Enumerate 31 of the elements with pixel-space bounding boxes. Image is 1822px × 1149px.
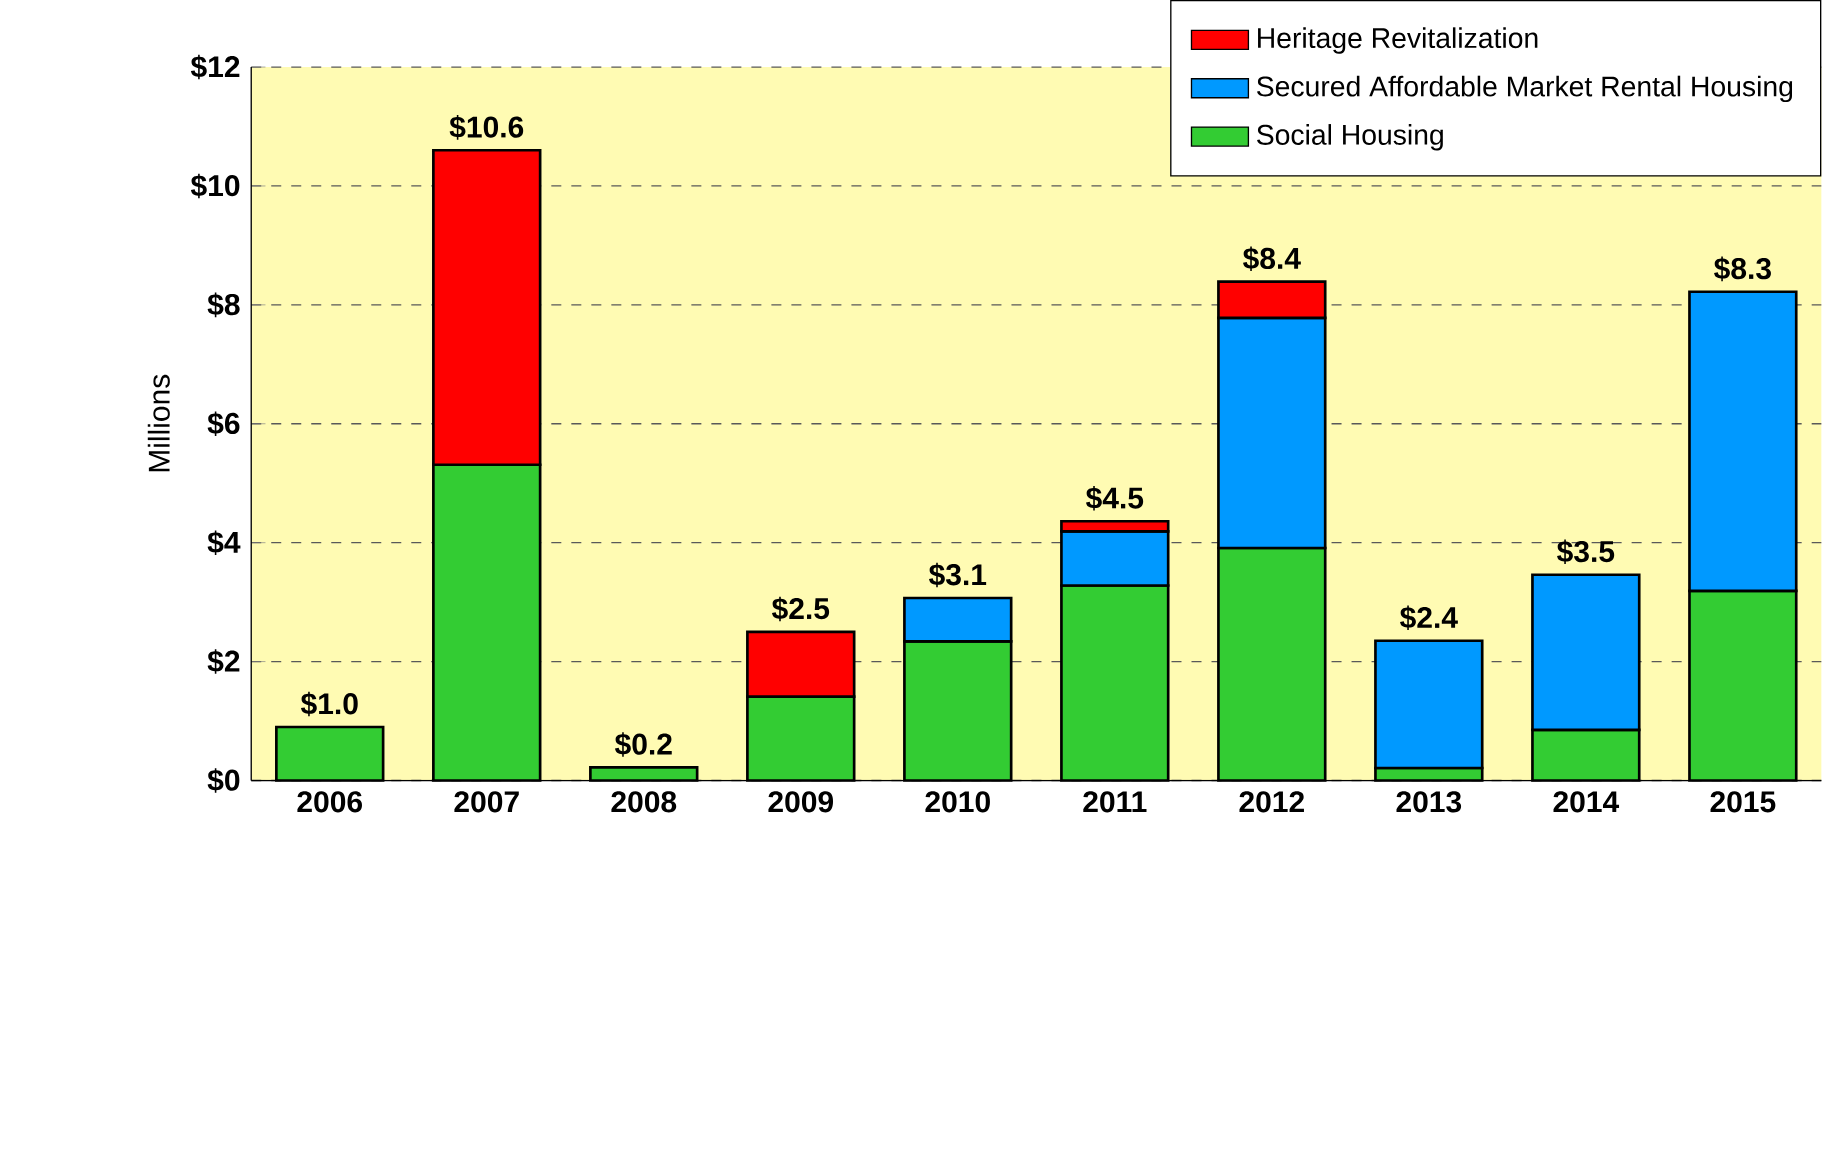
x-tick-label: 2013 <box>1396 791 1462 813</box>
x-tick-label: 2008 <box>611 791 677 813</box>
x-tick-label: 2006 <box>297 791 362 813</box>
x-tick-label: 2007 <box>454 791 519 813</box>
total-label: $3.5 <box>1557 539 1615 565</box>
y-tick-label: $8 <box>207 292 240 318</box>
x-tick-label: 2009 <box>768 791 834 813</box>
y-tick-label: $10 <box>190 173 240 199</box>
legend-label: Social Housing <box>1257 124 1443 151</box>
y-tick-label: $6 <box>207 411 240 436</box>
y-tick-label: $0 <box>207 768 240 793</box>
y-tick-label: $12 <box>190 54 240 80</box>
total-label: $3.1 <box>929 562 987 588</box>
total-label: $4.5 <box>1086 486 1144 511</box>
y-tick-label: $4 <box>207 530 241 555</box>
total-label: $2.5 <box>771 596 830 622</box>
x-tick-label: 2014 <box>1553 791 1620 813</box>
x-tick-label: 2012 <box>1239 791 1304 813</box>
legend-label: Secured Affordable Market Rental Housing <box>1257 75 1793 103</box>
total-label: $2.4 <box>1400 605 1458 631</box>
total-label: $0.2 <box>614 732 672 757</box>
x-tick-label: 2015 <box>1710 791 1776 813</box>
total-label: $8.3 <box>1714 256 1771 282</box>
legend-label: Heritage Revitalization <box>1258 27 1538 54</box>
total-label: $10.6 <box>449 115 524 140</box>
total-label: $1.0 <box>300 691 358 717</box>
total-label: $8.4 <box>1243 246 1301 271</box>
y-axis-title: Millions <box>147 374 170 472</box>
y-tick-label: $2 <box>207 649 240 674</box>
x-tick-label: 2011 <box>1083 791 1147 813</box>
x-tick-label: 2010 <box>925 791 990 813</box>
